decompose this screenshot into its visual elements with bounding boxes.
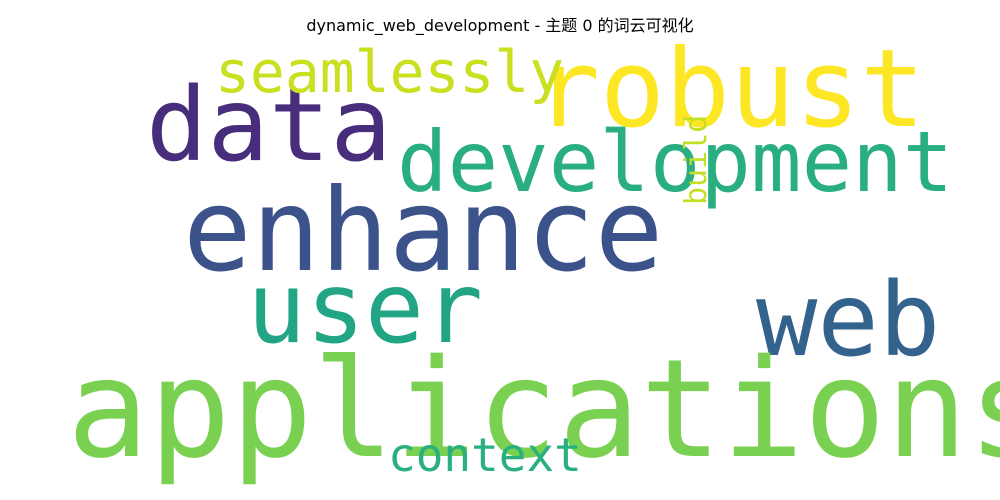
word-web: web — [756, 261, 941, 380]
word-applications: applications — [67, 331, 1000, 489]
word-seamlessly: seamlessly — [215, 38, 565, 106]
word-development: development — [397, 113, 954, 211]
word-data: data — [146, 66, 392, 185]
word-build: build — [679, 114, 714, 205]
word-user: user — [247, 252, 484, 366]
word-context: context — [388, 428, 582, 482]
word-enhance: enhance — [183, 164, 664, 297]
word-robust: robust — [535, 27, 926, 152]
chart-title: dynamic_web_development - 主题 0 的词云可视化 — [306, 16, 694, 35]
word-cloud: robust data seamlessly development enhan… — [67, 36, 1000, 482]
